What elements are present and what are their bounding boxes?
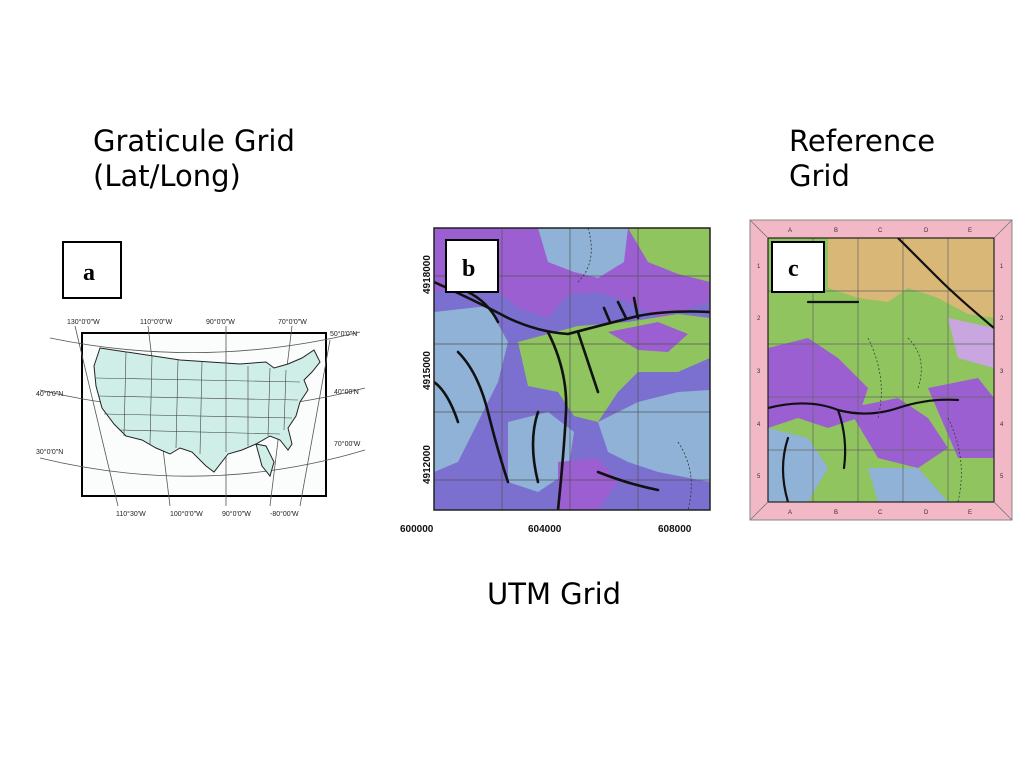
dotted-roads <box>577 228 692 510</box>
column-label-top: A <box>788 228 792 234</box>
panel-label-box <box>62 241 122 299</box>
column-label-top: B <box>834 228 838 234</box>
row-label-right: 4 <box>1000 422 1004 428</box>
graticule-map: a 130°0'0"W 110°0'0"W 90°0'0"W 70°0'0"W … <box>36 241 366 518</box>
utm-map-frame <box>433 227 711 511</box>
column-label-bottom: D <box>924 510 929 516</box>
left-tick: 30°0'0"N <box>36 448 63 456</box>
column-label-top: C <box>878 228 883 234</box>
right-tick: 50°0'0"N <box>330 330 357 338</box>
left-tick: 40°0'0"N <box>36 390 63 398</box>
top-tick: 110°0'0"W <box>140 318 173 326</box>
panel-label-box <box>445 239 499 293</box>
meridian-line <box>299 339 331 507</box>
top-tick: 90°0'0"W <box>206 318 235 326</box>
column-label-top: D <box>924 228 929 234</box>
utm-map: b 4918000 4915000 4912000 600000 604000 … <box>400 227 711 535</box>
reference-grid-title: Reference Grid <box>789 124 936 193</box>
row-label-right: 5 <box>1000 474 1004 480</box>
utm-map-panel: b 4918000 4915000 4912000 600000 604000 … <box>398 222 718 540</box>
bottom-tick: -80°00'W <box>270 510 299 518</box>
utm-map-area <box>434 228 710 510</box>
reference-map-panel: c A B C D E A B C D E 1 2 3 4 5 1 2 3 4 … <box>748 218 1014 522</box>
top-tick: 130°0'0"W <box>67 318 100 326</box>
latitude-line <box>49 331 361 354</box>
northing-label: 4912000 <box>422 445 433 484</box>
meridian-line <box>74 325 119 507</box>
row-label-left: 4 <box>757 422 761 428</box>
easting-label: 608000 <box>658 524 692 535</box>
row-label-left: 5 <box>757 474 761 480</box>
florida <box>255 443 275 478</box>
panel-label: b <box>462 256 475 282</box>
bottom-tick: 90°0'0"W <box>222 510 251 518</box>
reference-map-frame <box>767 237 995 503</box>
column-label-bottom: C <box>878 510 883 516</box>
latitude-line <box>39 449 366 477</box>
panel-label-box <box>771 241 825 293</box>
row-label-right: 2 <box>1000 316 1004 322</box>
graticule-grid-title: Graticule Grid (Lat/Long) <box>93 124 295 193</box>
northing-label: 4918000 <box>422 255 433 294</box>
right-tick: 40°00'N <box>334 388 359 396</box>
bottom-tick: 100°0'0"W <box>170 510 203 518</box>
row-label-right: 3 <box>1000 369 1004 375</box>
stream-lines <box>434 280 710 510</box>
row-label-left: 1 <box>757 264 761 270</box>
column-label-top: E <box>968 228 972 234</box>
row-label-left: 2 <box>757 316 761 322</box>
right-tick: 70°00'W <box>334 440 361 448</box>
column-label-bottom: E <box>968 510 972 516</box>
utm-grid-title: UTM Grid <box>487 577 622 611</box>
panel-label: a <box>83 260 95 286</box>
column-label-bottom: A <box>788 510 792 516</box>
border-corner-lines <box>749 219 1013 521</box>
bottom-tick: 110°30'W <box>116 510 146 518</box>
northing-label: 4915000 <box>422 351 433 390</box>
row-label-right: 1 <box>1000 264 1004 270</box>
stream-lines <box>768 238 994 502</box>
state-boundaries <box>95 351 301 455</box>
panel-label: c <box>788 256 799 282</box>
column-label-bottom: B <box>834 510 838 516</box>
row-label-left: 3 <box>757 369 761 375</box>
easting-label: 604000 <box>528 524 562 535</box>
easting-label: 600000 <box>400 524 434 535</box>
dotted-roads <box>867 337 962 502</box>
reference-map: c A B C D E A B C D E 1 2 3 4 5 1 2 3 4 … <box>749 219 1013 521</box>
top-tick: 70°0'0"W <box>278 318 307 326</box>
graticule-map-panel: a 130°0'0"W 110°0'0"W 90°0'0"W 70°0'0"W … <box>30 240 382 530</box>
